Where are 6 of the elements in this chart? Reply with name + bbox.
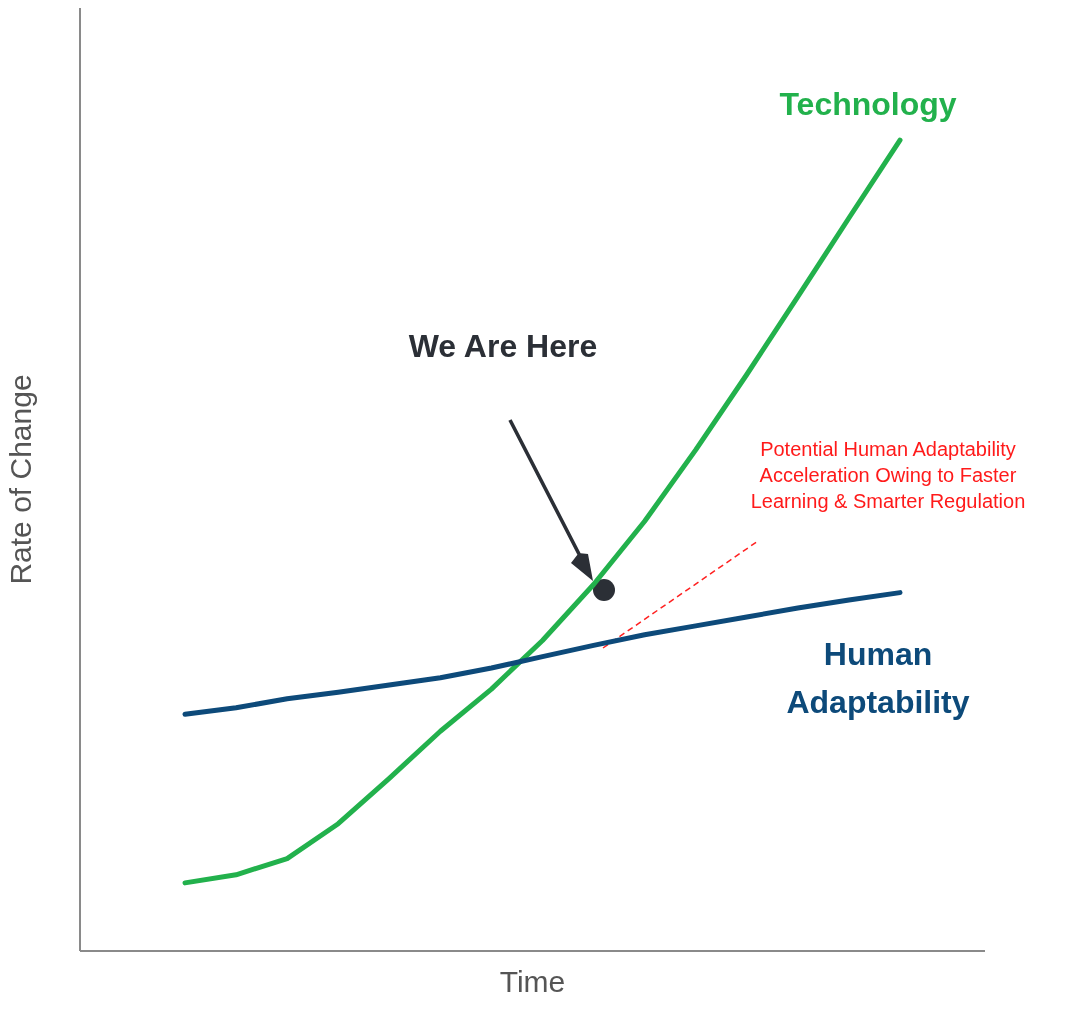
series-label: Technology: [778, 85, 958, 124]
x-axis-title: Time: [499, 965, 566, 999]
series-label: Human Adaptability: [785, 635, 971, 722]
annotation: Potential Human Adaptability Acceleration Owing to Faster Learning & Smarter Regulation: [749, 437, 1027, 514]
annotation: We Are Here: [408, 327, 598, 366]
y-axis-title: Rate of Change: [3, 374, 37, 585]
